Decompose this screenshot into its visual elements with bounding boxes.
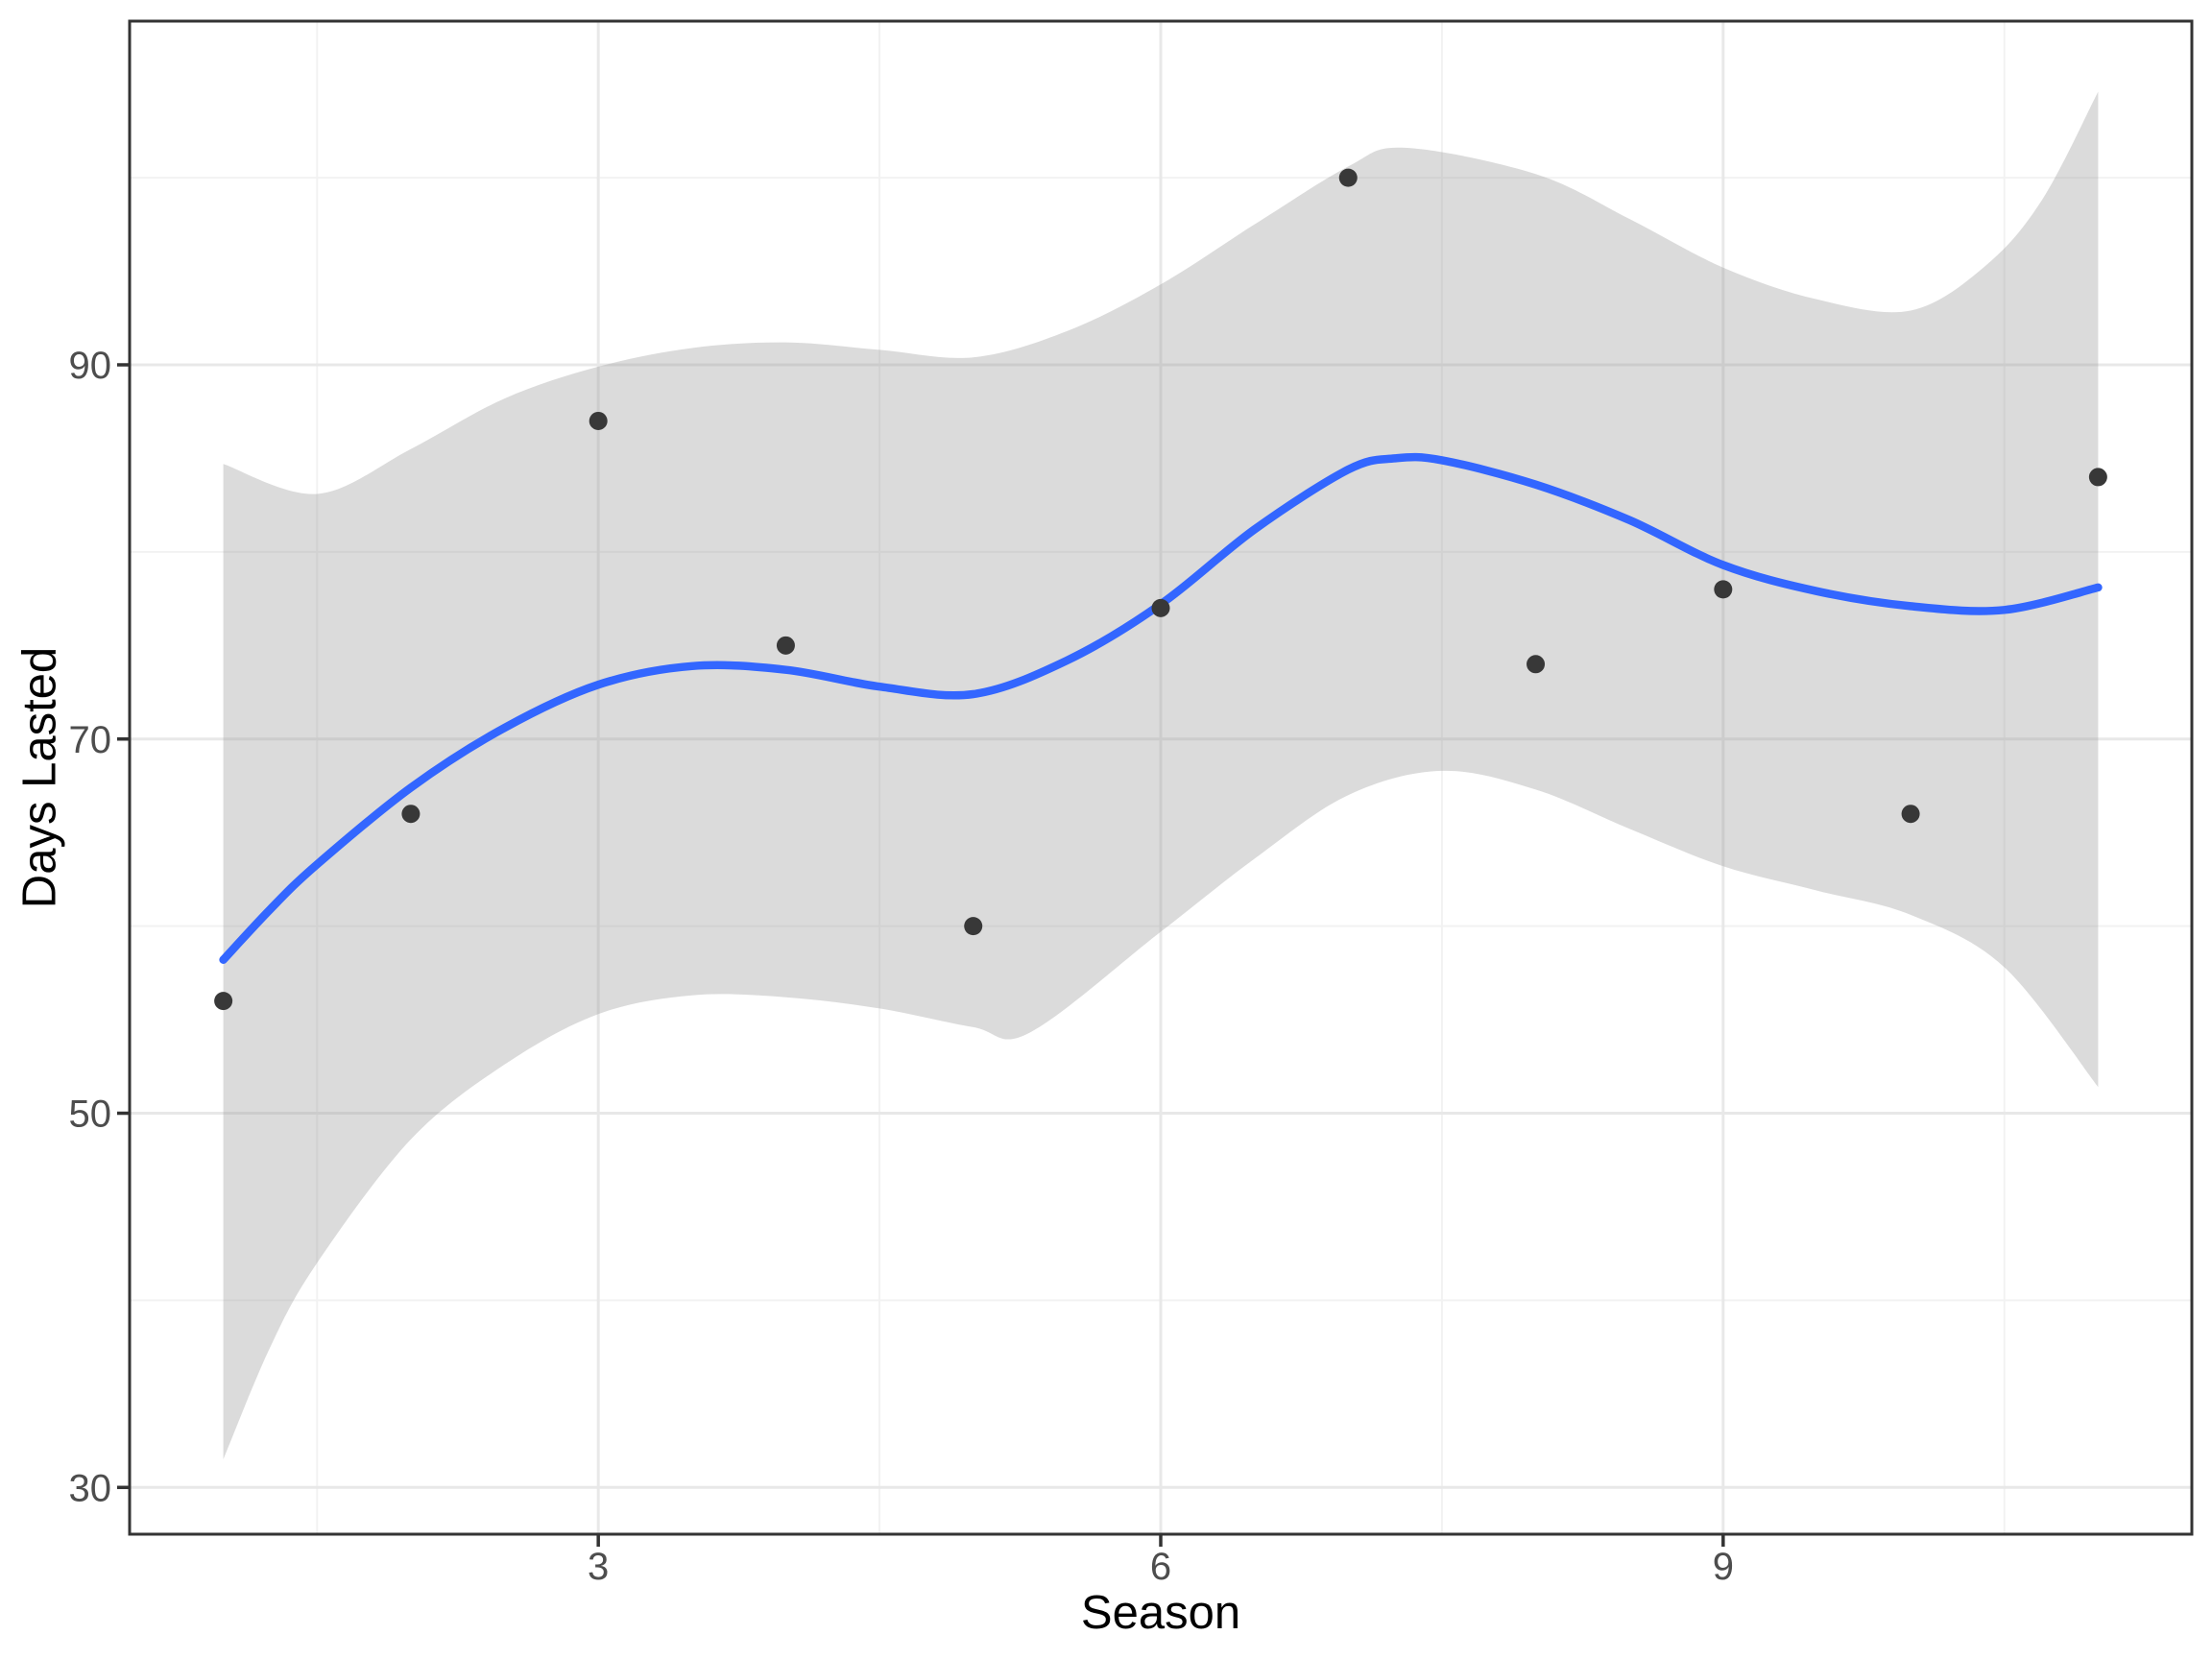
y-tick-label: 70	[69, 719, 112, 761]
data-point	[214, 992, 233, 1011]
x-tick-label: 6	[1150, 1546, 1171, 1588]
y-axis-title: Days Lasted	[13, 646, 66, 909]
data-point	[589, 411, 608, 430]
data-point	[964, 917, 983, 936]
data-point	[401, 805, 421, 824]
x-tick-label: 3	[588, 1546, 609, 1588]
confidence-ribbon	[223, 91, 2099, 1459]
y-tick-label: 50	[69, 1094, 112, 1136]
data-point	[776, 636, 795, 655]
data-point	[2088, 468, 2107, 487]
x-axis-title: Season	[1080, 1587, 1241, 1639]
data-point	[1714, 580, 1733, 599]
y-tick-label: 30	[69, 1467, 112, 1509]
data-point	[1151, 598, 1170, 617]
data-point	[1527, 655, 1546, 674]
data-point	[1901, 805, 1920, 824]
y-tick-label: 90	[69, 345, 112, 387]
data-point	[1338, 168, 1358, 187]
x-tick-label: 9	[1713, 1546, 1734, 1588]
